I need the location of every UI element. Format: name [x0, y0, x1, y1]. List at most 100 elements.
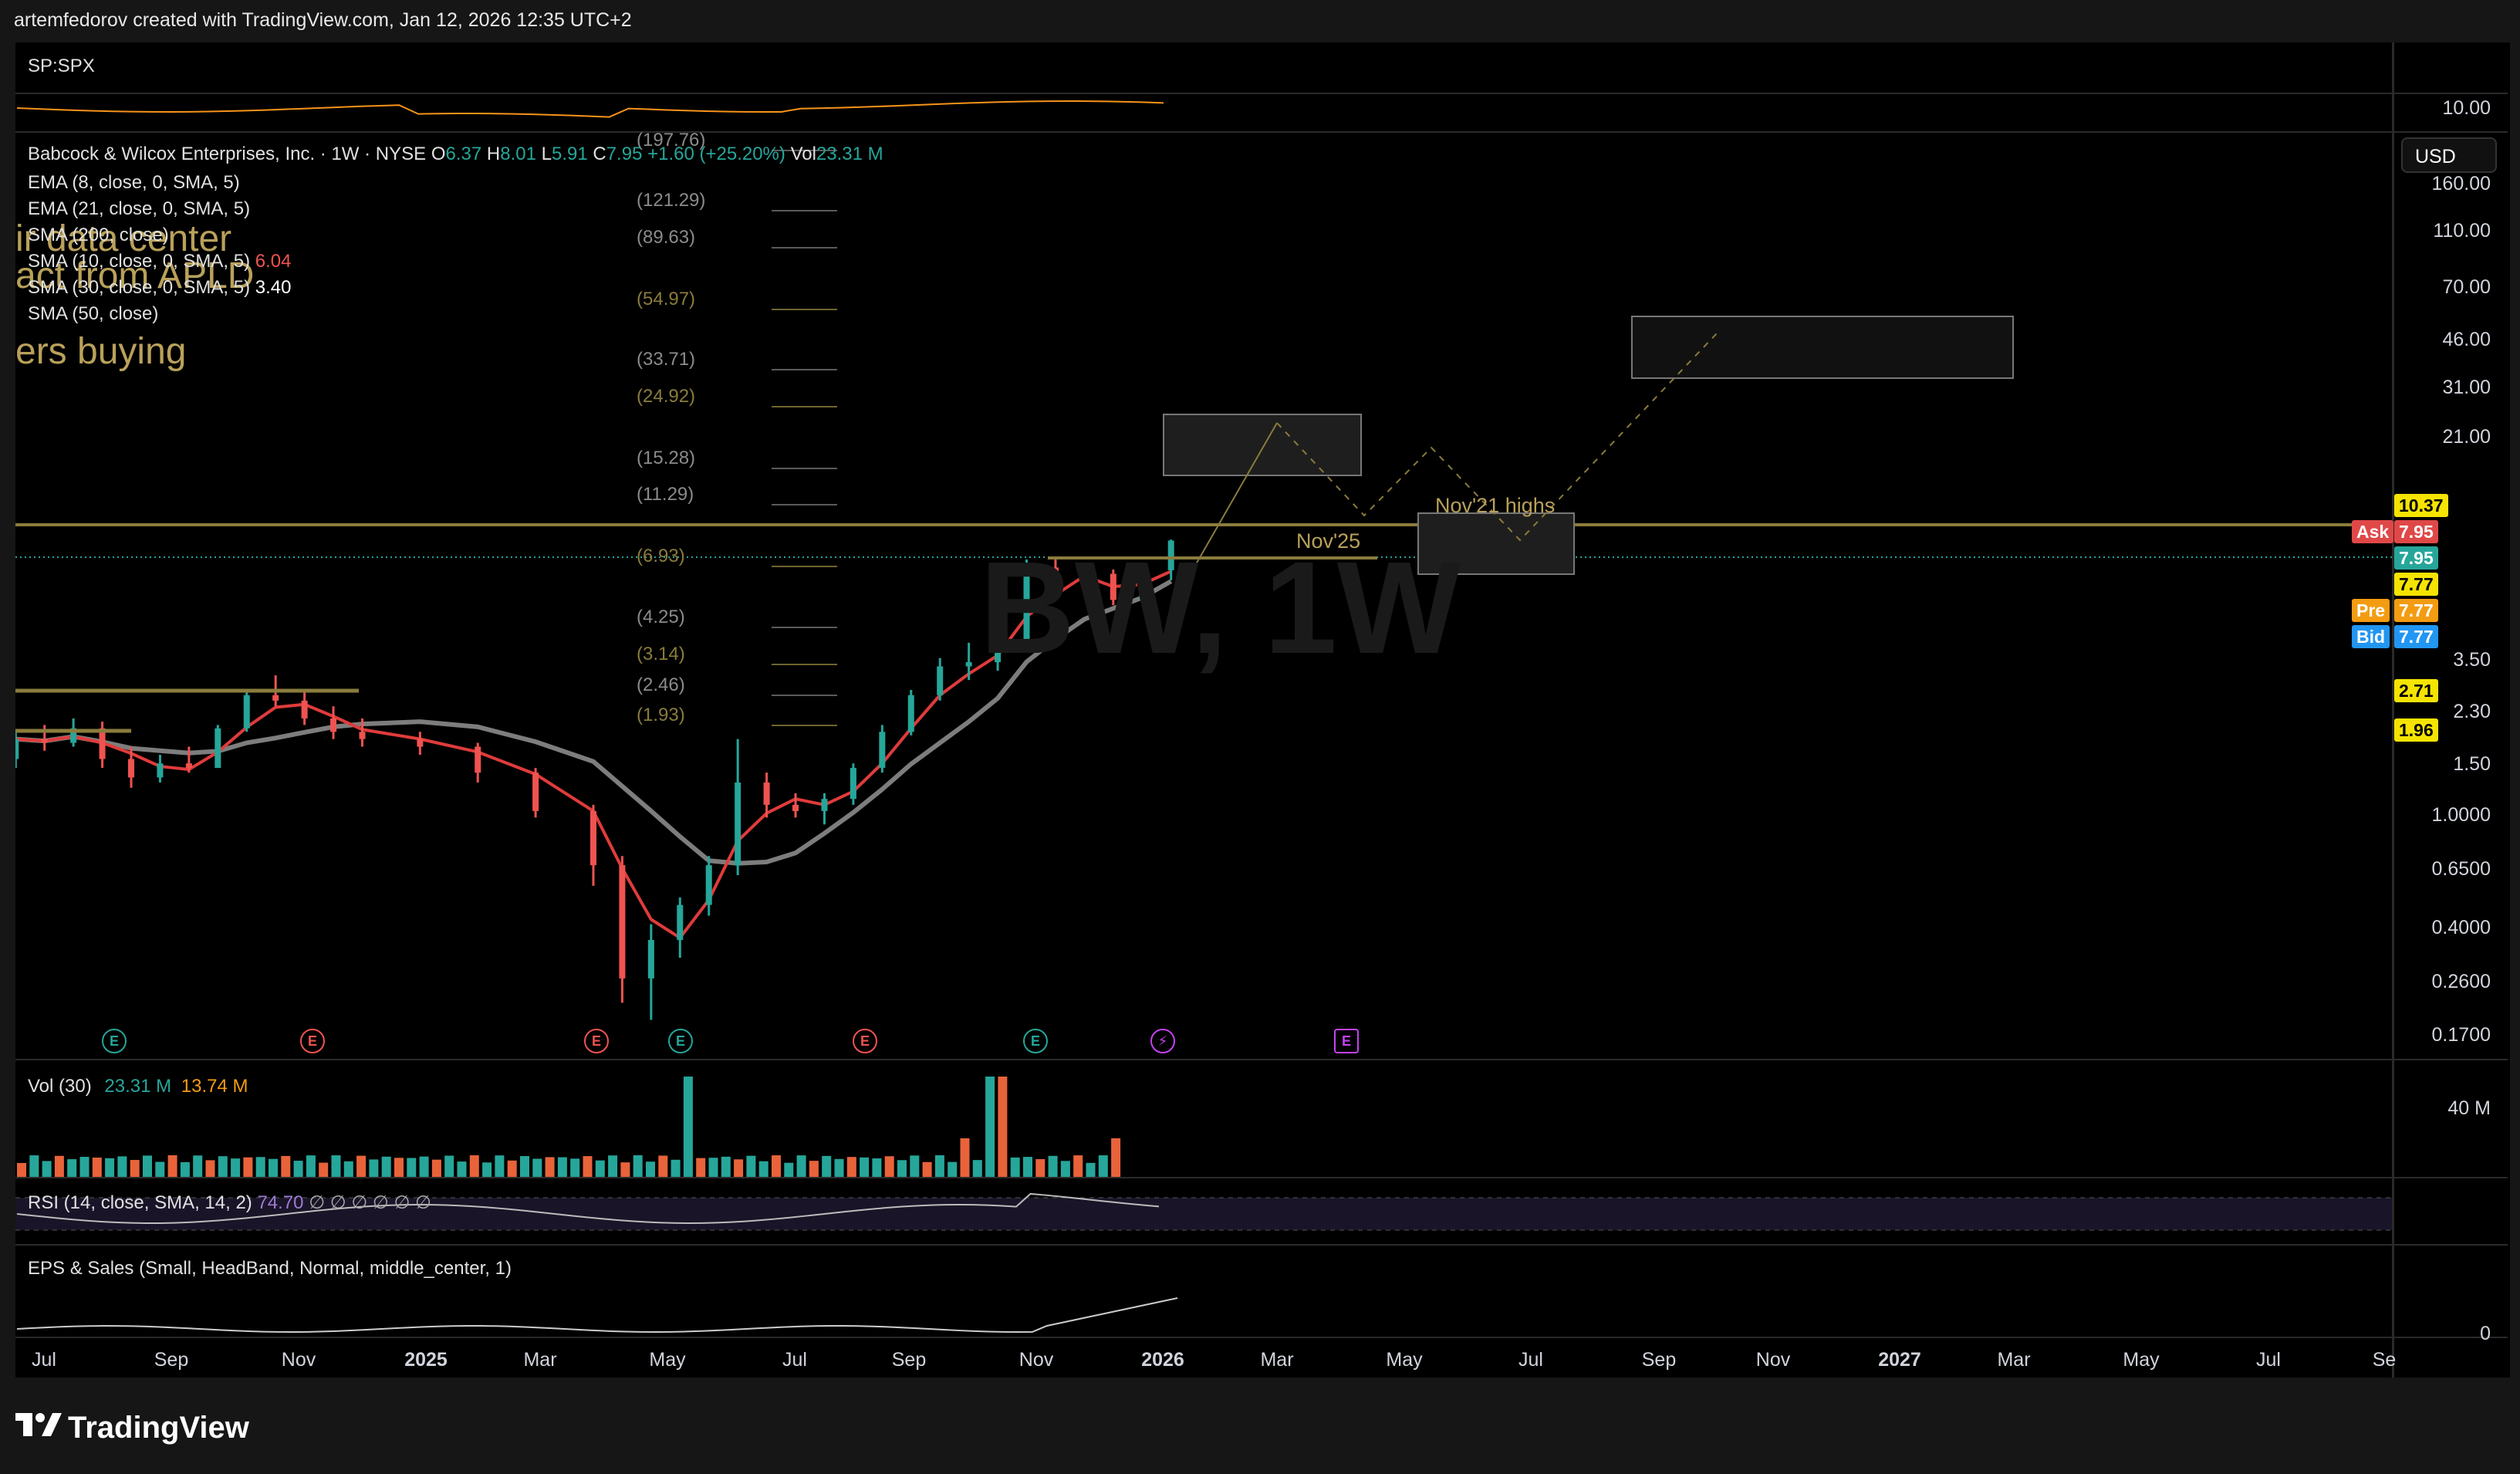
fib-level-line [772, 504, 837, 505]
volume-bar [482, 1162, 492, 1177]
pane-separator[interactable] [15, 1244, 2508, 1246]
tradingview-logo[interactable]: TradingView [15, 1411, 249, 1445]
legend-title: Babcock & Wilcox Enterprises, Inc. · 1W … [28, 144, 427, 164]
pane-separator[interactable] [15, 1177, 2508, 1178]
nov25-label[interactable]: Nov'25 [1296, 529, 1361, 553]
volume-bar [281, 1155, 291, 1177]
time-tick: May [1386, 1349, 1423, 1371]
fib-level-label: (3.14) [637, 644, 685, 664]
eps-legend[interactable]: EPS & Sales (Small, HeadBand, Normal, mi… [28, 1258, 512, 1279]
indicator-legend[interactable]: EMA (8, close, 0, SMA, 5) EMA (21, close… [28, 170, 292, 327]
time-tick: Mar [1997, 1349, 2031, 1371]
candle-body [1081, 573, 1088, 588]
fib-level-line [772, 369, 837, 370]
time-tick: Mar [523, 1349, 557, 1371]
price-axis[interactable] [2392, 42, 2510, 1378]
note-text-2[interactable]: act from APLD [15, 255, 255, 296]
time-axis[interactable] [15, 1337, 2392, 1378]
earnings-marker[interactable]: ⚡ [1150, 1029, 1175, 1053]
earnings-marker[interactable]: E [102, 1029, 127, 1053]
fib-level-label: (15.28) [637, 448, 696, 468]
level-tag-1037: 10.37 [2394, 494, 2448, 517]
note-text-3[interactable]: ers buying [15, 331, 187, 372]
indicator-ema21: EMA (21, close, 0, SMA, 5) [28, 198, 251, 219]
rsi-line [16, 1192, 1160, 1224]
nov21-highs-label[interactable]: Nov'21 highs [1435, 494, 1556, 517]
earnings-marker[interactable]: E [1023, 1029, 1048, 1053]
candle-body [1167, 540, 1174, 570]
volume-bar [620, 1162, 630, 1177]
candle-body [821, 799, 828, 811]
pane-separator[interactable] [15, 93, 2508, 94]
time-tick: 2026 [1141, 1349, 1184, 1371]
fib-level-label: (4.25) [637, 607, 685, 627]
fib-level-line [772, 664, 837, 665]
volume-bar [910, 1155, 920, 1177]
price-tick: 21.00 [2442, 426, 2491, 448]
rsi-legend[interactable]: RSI (14, close, SMA, 14, 2) 74.70 ∅ ∅ ∅ … [28, 1192, 431, 1213]
candle-body [1139, 580, 1146, 600]
price-tick: 1.0000 [2431, 804, 2491, 826]
symbol-watermark: BW, 1W [980, 535, 1461, 681]
candle-body [99, 728, 106, 759]
bid-label: Bid [2352, 625, 2390, 648]
close-value: 7.95 [606, 144, 643, 164]
volume-bar [105, 1158, 115, 1177]
price-tick: 10.00 [2442, 97, 2491, 119]
volume-bar [960, 1138, 970, 1177]
price-tick: 110.00 [2433, 220, 2491, 242]
pane-separator[interactable] [15, 1337, 2508, 1338]
fib-level-line [772, 406, 837, 407]
candle-body [359, 732, 366, 739]
volume-bar [860, 1157, 870, 1177]
candle-body [995, 639, 1002, 663]
volume-bar [218, 1156, 228, 1177]
target-box-2 [1631, 316, 2014, 379]
earnings-marker[interactable]: E [853, 1029, 877, 1053]
volume-bar [444, 1155, 454, 1177]
level-tag-196: 1.96 [2394, 718, 2438, 742]
price-tick: 0 [2480, 1323, 2491, 1344]
pane-separator[interactable] [15, 1059, 2508, 1060]
time-tick: Mar [1260, 1349, 1294, 1371]
candle-body [937, 666, 944, 695]
note-text-1[interactable]: ir data center [15, 218, 232, 259]
price-tick: 1.50 [2453, 753, 2491, 775]
candle-body [792, 804, 799, 811]
volume-bar [507, 1160, 517, 1177]
chart-plot-area[interactable] [15, 42, 2392, 1378]
price-tick: 40 M [2447, 1097, 2491, 1119]
fib-level-label: (11.29) [637, 484, 694, 505]
earnings-marker[interactable]: E [300, 1029, 325, 1053]
volume-bar [758, 1161, 768, 1177]
pane-separator[interactable] [15, 131, 2508, 133]
time-tick: Nov [1018, 1349, 1054, 1371]
volume-bar [407, 1158, 417, 1177]
compare-symbol[interactable]: SP:SPX [28, 56, 95, 76]
candle-body [272, 695, 279, 701]
earnings-marker[interactable]: E [1334, 1029, 1359, 1053]
volume-bar [269, 1158, 278, 1177]
volume-bar [457, 1161, 467, 1177]
volume-bar [54, 1155, 64, 1177]
volume-bar [897, 1160, 907, 1177]
fib-level-label: (6.93) [637, 546, 685, 566]
pre-tag: 7.77 [2394, 599, 2438, 622]
tradingview-logo-icon [15, 1411, 62, 1445]
candle-body [705, 865, 712, 905]
level-tag-271: 2.71 [2394, 679, 2438, 702]
volume-bar [495, 1155, 505, 1177]
volume-legend[interactable]: Vol (30) 23.31 M 13.74 M [28, 1076, 248, 1097]
main-legend[interactable]: Babcock & Wilcox Enterprises, Inc. · 1W … [28, 144, 883, 165]
volume-bar [972, 1160, 982, 1177]
volume-bar [583, 1156, 593, 1177]
earnings-marker[interactable]: E [668, 1029, 693, 1053]
volume-bar [356, 1155, 367, 1177]
currency-button[interactable]: USD [2401, 137, 2497, 173]
time-tick: Jul [32, 1349, 56, 1371]
spx-line [16, 100, 1164, 118]
volume-bar [784, 1162, 794, 1177]
candle-body [965, 662, 972, 667]
time-tick: May [649, 1349, 686, 1371]
earnings-marker[interactable]: E [584, 1029, 609, 1053]
